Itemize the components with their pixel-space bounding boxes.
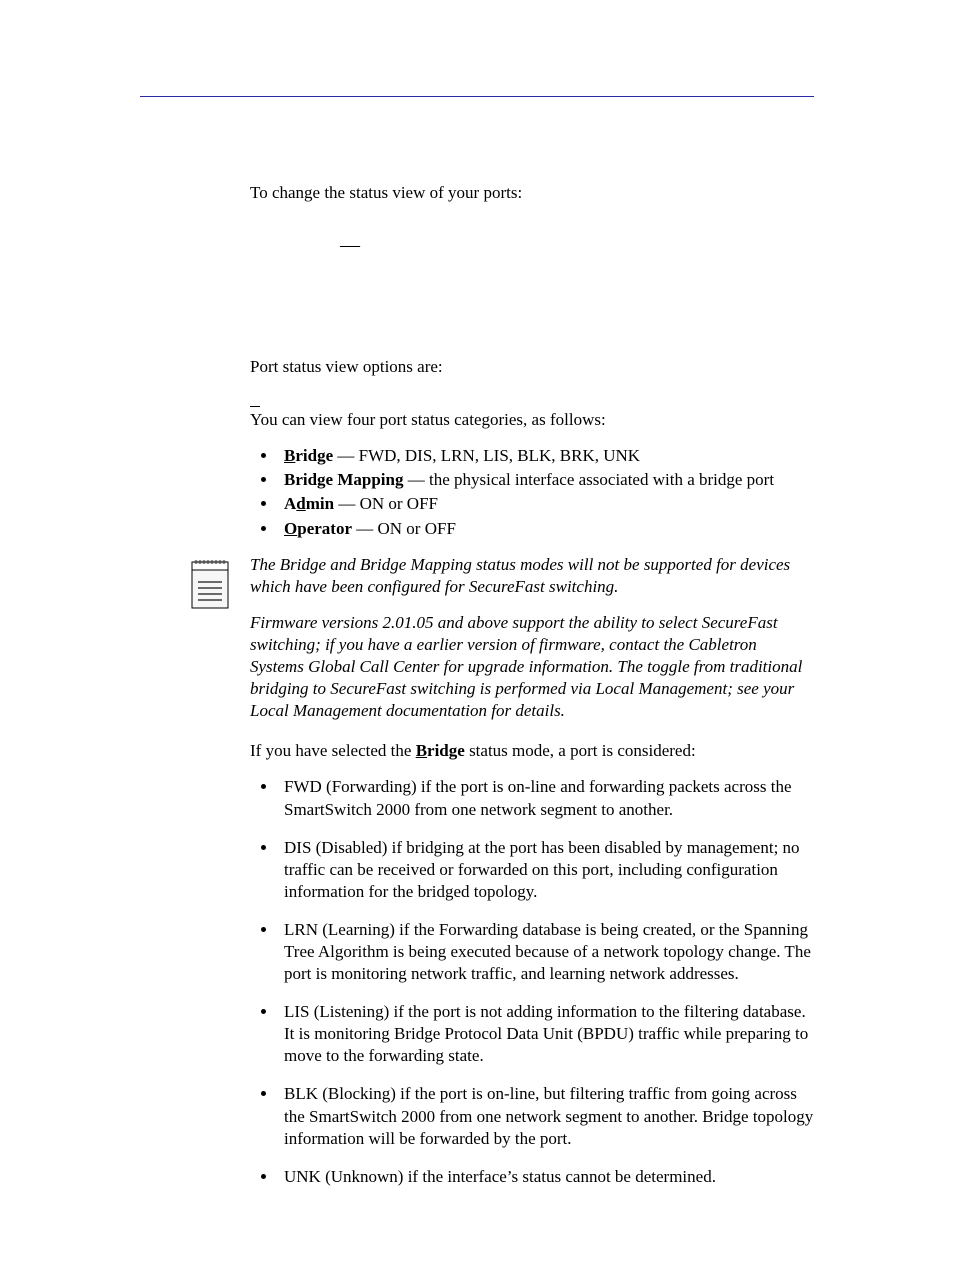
category-label: Bridge Mapping xyxy=(284,470,404,489)
list-item: Bridge — FWD, DIS, LRN, LIS, BLK, BRK, U… xyxy=(278,445,814,467)
label-part: Bridge Mapping xyxy=(284,470,404,489)
note-block: The Bridge and Bridge Mapping status mod… xyxy=(188,554,814,723)
label-part: r xyxy=(295,446,303,465)
list-item: DIS (Disabled) if bridging at the port h… xyxy=(278,837,814,903)
label-part: A xyxy=(284,494,296,513)
list-item: Bridge Mapping — the physical interface … xyxy=(278,469,814,491)
em-dash-marker: — xyxy=(340,232,814,258)
note-para-2: Firmware versions 2.01.05 and above supp… xyxy=(250,612,814,722)
status-category-list: Bridge — FWD, DIS, LRN, LIS, BLK, BRK, U… xyxy=(250,445,814,539)
bridge-mode-list: FWD (Forwarding) if the port is on-line … xyxy=(250,776,814,1187)
label-part: B xyxy=(416,741,427,760)
list-item: Operator — ON or OFF xyxy=(278,518,814,540)
list-item: UNK (Unknown) if the interface’s status … xyxy=(278,1166,814,1188)
header-rule xyxy=(140,96,814,97)
lead-label: Bridge xyxy=(416,741,465,760)
category-desc: — ON or OFF xyxy=(334,494,438,513)
list-item: Admin — ON or OFF xyxy=(278,493,814,515)
note-text: The Bridge and Bridge Mapping status mod… xyxy=(250,554,814,723)
label-part: idge xyxy=(303,446,333,465)
note-icon xyxy=(188,556,232,610)
intro-options-are: Port status view options are: xyxy=(250,356,814,378)
label-part: O xyxy=(284,519,297,538)
status-heading xyxy=(250,396,814,407)
list-item: BLK (Blocking) if the port is on-line, b… xyxy=(278,1083,814,1149)
category-desc: — the physical interface associated with… xyxy=(404,470,775,489)
bridge-mode-lead: If you have selected the Bridge status m… xyxy=(250,740,814,762)
category-desc: — FWD, DIS, LRN, LIS, BLK, BRK, UNK xyxy=(333,446,640,465)
label-part: d xyxy=(296,494,305,513)
label-part: B xyxy=(284,446,295,465)
label-part: perator xyxy=(297,519,352,538)
category-label: Bridge xyxy=(284,446,333,465)
list-item: LRN (Learning) if the Forwarding databas… xyxy=(278,919,814,985)
lead-pre: If you have selected the xyxy=(250,741,416,760)
category-label: Operator xyxy=(284,519,352,538)
body-content: To change the status view of your ports:… xyxy=(250,182,814,1188)
category-desc: — ON or OFF xyxy=(352,519,456,538)
list-item: FWD (Forwarding) if the port is on-line … xyxy=(278,776,814,820)
category-label: Admin xyxy=(284,494,334,513)
list-item: LIS (Listening) if the port is not addin… xyxy=(278,1001,814,1067)
label-part: min xyxy=(306,494,334,513)
lead-post: status mode, a port is considered: xyxy=(465,741,696,760)
intro-change-status: To change the status view of your ports: xyxy=(250,182,814,204)
note-para-1: The Bridge and Bridge Mapping status mod… xyxy=(250,554,814,598)
label-part: ridge xyxy=(427,741,465,760)
status-lead: You can view four port status categories… xyxy=(250,409,814,431)
page: To change the status view of your ports:… xyxy=(0,0,954,1264)
heading-underline-marker xyxy=(250,396,260,407)
spacer xyxy=(250,286,814,356)
